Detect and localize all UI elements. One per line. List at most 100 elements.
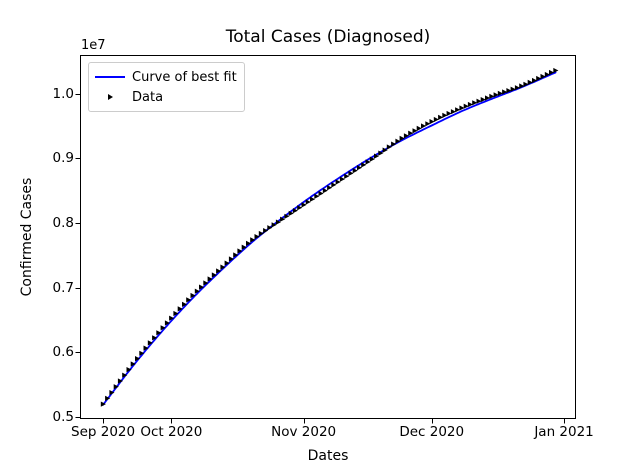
- data-marker: [549, 69, 555, 76]
- data-marker: [105, 395, 111, 401]
- data-marker: [489, 93, 495, 99]
- data-marker: [450, 109, 456, 115]
- legend-label-data: Data: [132, 89, 164, 105]
- x-tick-label: Dec 2020: [399, 424, 465, 440]
- data-marker: [284, 213, 290, 219]
- data-marker: [553, 67, 559, 74]
- data-marker: [310, 196, 316, 202]
- x-tick-label: Oct 2020: [140, 424, 203, 440]
- data-marker: [109, 390, 115, 396]
- data-marker: [113, 384, 119, 390]
- data-marker: [228, 256, 234, 262]
- data-marker: [374, 153, 380, 159]
- data-marker: [395, 138, 401, 144]
- data-marker: [378, 150, 384, 156]
- data-marker: [497, 90, 503, 96]
- data-marker: [288, 210, 294, 216]
- data-marker: [135, 356, 141, 362]
- data-marker-icon: [95, 94, 125, 100]
- data-marker: [442, 112, 448, 118]
- x-axis-label: Dates: [307, 448, 349, 464]
- data-marker: [335, 179, 341, 185]
- data-marker: [258, 230, 264, 237]
- legend: Curve of best fit Data: [88, 62, 245, 112]
- data-marker: [164, 320, 170, 326]
- fit-curve: [102, 71, 557, 406]
- data-marker: [314, 193, 320, 199]
- data-marker: [169, 315, 175, 321]
- data-marker: [408, 130, 414, 136]
- data-marker: [369, 156, 375, 162]
- data-marker: [472, 100, 478, 106]
- data-marker: [463, 103, 469, 109]
- data-marker: [502, 89, 508, 95]
- data-marker: [527, 79, 533, 85]
- data-marker: [246, 240, 252, 246]
- y-tick-label: 0.7: [52, 279, 74, 296]
- data-marker: [263, 228, 269, 234]
- data-marker: [476, 98, 482, 104]
- data-marker: [271, 222, 277, 228]
- data-marker: [152, 335, 158, 341]
- data-marker: [147, 340, 153, 346]
- data-marker: [130, 361, 136, 367]
- data-marker: [540, 73, 546, 80]
- data-marker: [425, 121, 431, 127]
- data-marker: [203, 280, 209, 286]
- data-marker: [455, 107, 461, 113]
- data-marker: [412, 128, 418, 134]
- data-marker: [459, 105, 465, 111]
- data-marker: [305, 199, 311, 205]
- data-marker: [327, 185, 333, 191]
- data-marker: [207, 276, 213, 282]
- data-marker: [220, 264, 226, 270]
- data-marker: [318, 190, 324, 197]
- data-marker: [523, 81, 529, 87]
- data-marker: [536, 75, 542, 82]
- data-marker: [386, 144, 392, 150]
- legend-label-fit: Curve of best fit: [132, 69, 237, 85]
- data-marker: [480, 97, 486, 103]
- legend-entry-fit: Curve of best fit: [95, 67, 237, 87]
- data-marker: [532, 77, 538, 84]
- axes-frame: [80, 55, 576, 419]
- data-marker: [126, 367, 132, 373]
- data-marker: [182, 301, 188, 307]
- data-marker: [399, 135, 405, 141]
- data-marker: [467, 101, 473, 108]
- data-marker: [122, 372, 128, 378]
- data-marker: [211, 272, 217, 278]
- data-marker: [216, 268, 222, 274]
- chart-title: Total Cases (Diagnosed): [225, 27, 431, 47]
- data-marker: [446, 110, 452, 117]
- data-marker: [190, 292, 196, 299]
- data-marker: [365, 159, 371, 165]
- data-marker: [331, 182, 337, 188]
- data-marker: [160, 325, 166, 331]
- data-marker: [292, 208, 298, 214]
- data-marker: [433, 116, 439, 123]
- data-marker: [275, 219, 281, 225]
- data-marker: [280, 216, 286, 222]
- data-marker: [301, 202, 307, 208]
- data-marker: [357, 165, 363, 171]
- data-marker: [544, 71, 550, 78]
- data-marker: [352, 168, 358, 174]
- data-marker: [267, 225, 273, 231]
- data-marker: [117, 378, 123, 384]
- data-marker: [382, 147, 388, 153]
- data-marker: [510, 86, 516, 92]
- x-tick-label: Sep 2020: [71, 424, 136, 440]
- data-marker: [156, 330, 162, 336]
- data-marker: [322, 188, 328, 194]
- data-marker: [139, 350, 145, 356]
- data-marker: [194, 288, 200, 294]
- data-marker: [429, 119, 435, 125]
- y-axis-offset-label: 1e7: [81, 38, 106, 53]
- data-marker: [186, 297, 192, 303]
- fit-line-icon: [95, 76, 125, 78]
- x-tick-label: Nov 2020: [271, 424, 337, 440]
- data-marker: [493, 92, 499, 98]
